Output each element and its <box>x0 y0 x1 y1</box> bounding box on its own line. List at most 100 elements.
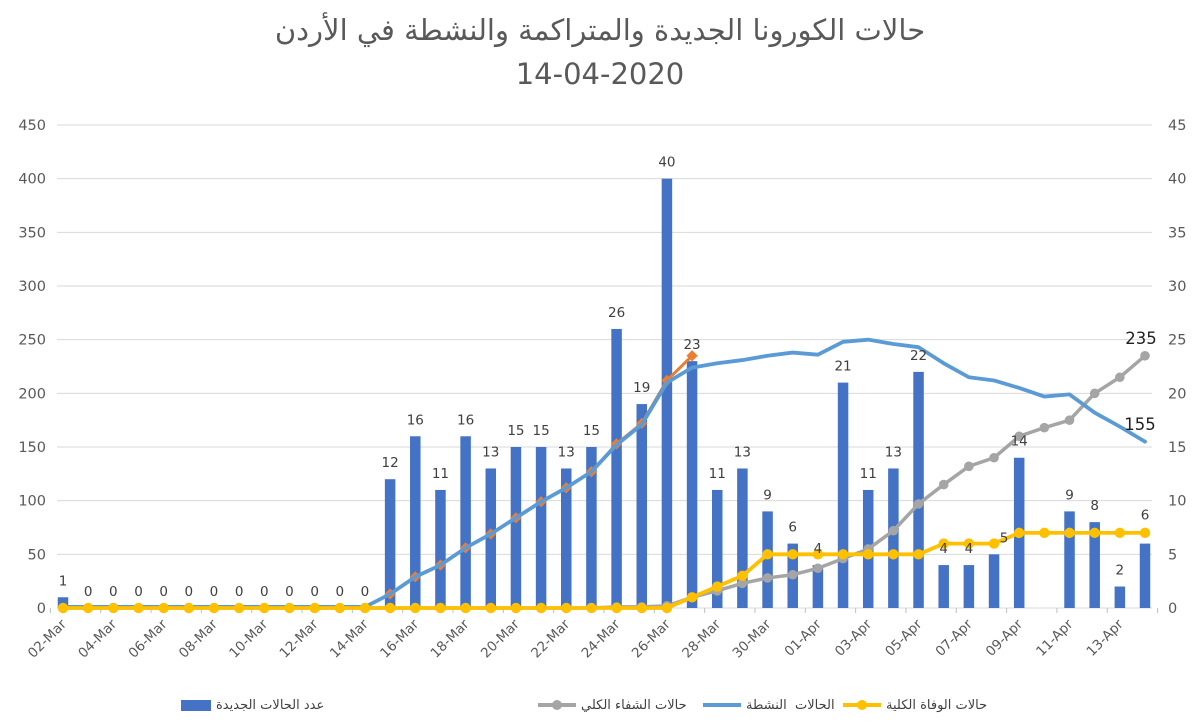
bar-value-label: 9 <box>763 487 772 503</box>
left-axis-tick-label: 300 <box>18 279 46 295</box>
deaths-marker <box>1089 527 1100 539</box>
recovered-marker <box>1064 415 1075 425</box>
deaths-marker <box>535 602 547 614</box>
deaths-marker <box>611 602 622 614</box>
recovered-marker <box>1014 431 1024 442</box>
active-line-path <box>61 337 1147 609</box>
cumulative-marker <box>686 350 698 362</box>
series-end-label: 235 <box>1125 329 1157 348</box>
bar-value-label: 5 <box>1000 530 1009 546</box>
bar-value-label: 6 <box>788 520 797 536</box>
x-axis-label: 30-Mar <box>729 616 774 661</box>
recovered-marker <box>989 452 999 463</box>
bar-value-label: 0 <box>260 584 269 600</box>
left-axis-tick-label: 200 <box>18 386 46 402</box>
deaths-marker <box>888 549 899 560</box>
deaths-marker <box>460 602 471 614</box>
deaths-marker <box>485 602 496 614</box>
legend-item-3: حالات الوفاة الكلية <box>843 692 987 718</box>
deaths-marker <box>762 549 773 560</box>
x-axis-labels: 02-Mar 04-Mar 06-Mar 08-Mar 10-Mar 12-Mar 14-M… <box>25 616 1127 661</box>
legend-marker-dot <box>857 700 867 710</box>
chart-legend: عدد الحالات الجديدة حالات الشفاء الكلي الح… <box>0 692 1200 722</box>
deaths-marker <box>334 602 345 614</box>
deaths-marker <box>712 581 723 592</box>
bar-value-label: 13 <box>558 444 575 460</box>
recovered-marker <box>737 578 748 589</box>
legend-marker-dot <box>552 700 562 710</box>
x-axis-label: 24-Mar <box>578 616 623 661</box>
bar-value-label: 16 <box>407 412 424 428</box>
bar-value-label: 0 <box>84 584 93 600</box>
recovered-marker <box>762 573 773 583</box>
right-axis-tick-label: 0 <box>1168 601 1177 617</box>
deaths-marker <box>158 602 169 614</box>
x-axis-label: 13-Apr <box>1083 616 1127 660</box>
bar-value-label: 0 <box>235 584 244 600</box>
bar-value-label: 0 <box>134 584 143 600</box>
deaths-marker <box>410 602 421 614</box>
chart-title: حالات الكورونا الجديدة والمتراكمة والنشط… <box>0 8 1200 96</box>
deaths-marker <box>510 602 522 614</box>
new-cases-bar <box>611 328 622 608</box>
deaths-marker <box>963 538 975 549</box>
x-axis-label: 14-Mar <box>327 616 372 661</box>
chart-title-date: 14-04-2020 <box>515 57 685 91</box>
new-cases-bar <box>535 447 547 608</box>
deaths-marker <box>812 549 824 560</box>
left-axis-tick-label: 450 <box>18 118 46 134</box>
right-axis-tick-label: 45 <box>1168 118 1186 134</box>
deaths-marker <box>183 602 195 614</box>
bar-value-label: 0 <box>310 584 319 600</box>
bar-value-label: 12 <box>382 455 399 471</box>
deaths-marker <box>284 602 295 614</box>
x-axis-label: 07-Apr <box>932 616 976 660</box>
left-axis-labels: 0 50 100 150 200 250 300 350 400 450 <box>18 118 46 617</box>
x-axis-label: 03-Apr <box>832 616 876 660</box>
legend-label: عدد الحالات الجديدة <box>216 697 325 713</box>
new-cases-bar <box>57 597 69 608</box>
new-cases-bar <box>1089 522 1100 608</box>
deaths-marker <box>1013 527 1025 539</box>
x-axis-label: 05-Apr <box>882 616 926 660</box>
new-cases-bar <box>661 178 673 608</box>
x-axis-label: 12-Mar <box>277 616 322 661</box>
deaths-marker <box>1064 527 1075 539</box>
x-axis-label: 11-Apr <box>1033 616 1077 660</box>
new-cases-bar <box>963 565 975 608</box>
new-cases-bar <box>686 361 698 608</box>
new-cases-bar <box>1064 511 1075 608</box>
new-cases-bar <box>837 382 849 608</box>
recovered-marker <box>1115 372 1125 383</box>
deaths-marker <box>435 602 446 614</box>
legend-line-marker-swatch <box>538 700 576 710</box>
bar-value-label: 26 <box>608 305 625 321</box>
recovered-marker <box>1089 388 1100 399</box>
bar-value-label: 11 <box>432 466 449 482</box>
left-axis-tick-label: 350 <box>18 225 46 241</box>
new-cases-bar <box>410 436 421 608</box>
left-axis-tick-label: 50 <box>28 547 46 563</box>
deaths-marker <box>108 602 119 614</box>
legend-item-0: عدد الحالات الجديدة <box>181 692 324 718</box>
series-end-label: 155 <box>1124 415 1156 434</box>
deaths-marker <box>133 602 144 614</box>
deaths-marker <box>208 602 220 614</box>
right-axis-tick-label: 5 <box>1168 547 1177 563</box>
bar-value-label: 0 <box>159 584 168 600</box>
new-cases-bar <box>510 447 522 608</box>
deaths-line <box>57 527 1151 614</box>
deaths-marker <box>57 602 69 614</box>
legend-label: حالات الشفاء الكلي <box>581 697 687 713</box>
deaths-marker <box>1114 527 1126 539</box>
active-line <box>61 337 1147 609</box>
deaths-marker <box>863 549 874 560</box>
deaths-marker <box>561 602 572 614</box>
deaths-marker <box>636 602 647 614</box>
bar-value-label: 21 <box>834 359 851 375</box>
x-axis-label: 18-Mar <box>428 616 473 661</box>
new-cases-bar <box>636 404 647 608</box>
deaths-marker <box>1139 527 1151 539</box>
recovered-marker <box>813 563 823 574</box>
